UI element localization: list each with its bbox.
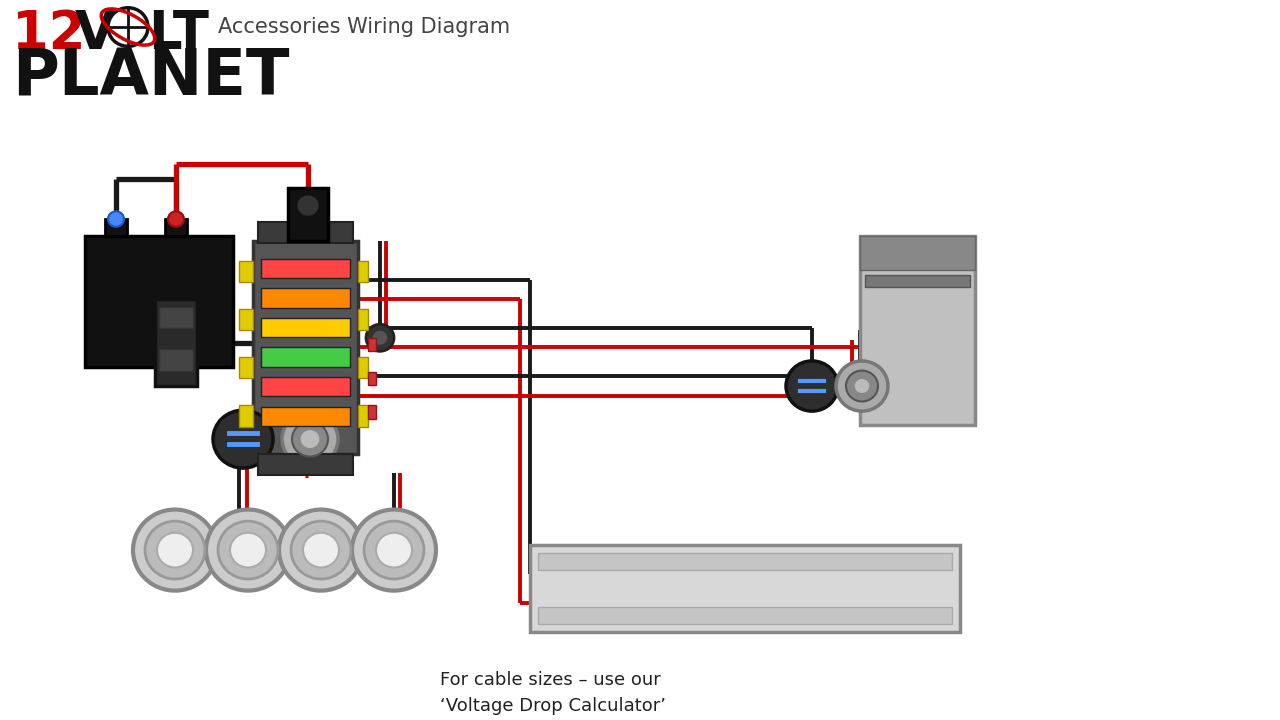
Circle shape — [230, 533, 266, 567]
Bar — [538, 553, 952, 570]
Bar — [261, 258, 349, 278]
Circle shape — [836, 361, 888, 411]
Text: V: V — [76, 8, 116, 60]
Bar — [261, 348, 349, 366]
Bar — [865, 275, 970, 287]
Bar — [369, 372, 376, 385]
Circle shape — [292, 422, 328, 456]
Bar — [253, 241, 358, 454]
Bar — [538, 607, 952, 624]
Circle shape — [372, 330, 388, 346]
Text: Accessories Wiring Diagram: Accessories Wiring Diagram — [218, 17, 511, 37]
Bar — [159, 349, 193, 371]
Circle shape — [206, 510, 291, 590]
Circle shape — [291, 521, 351, 579]
Circle shape — [846, 371, 878, 402]
Bar — [105, 219, 127, 236]
Circle shape — [366, 324, 394, 351]
Bar — [239, 261, 253, 282]
Bar — [358, 261, 369, 282]
Bar — [261, 318, 349, 337]
Circle shape — [376, 533, 412, 567]
Circle shape — [296, 194, 320, 217]
Text: LT: LT — [148, 8, 209, 60]
Circle shape — [786, 361, 838, 411]
Bar — [530, 545, 960, 632]
Circle shape — [279, 510, 364, 590]
Bar — [239, 357, 253, 378]
Bar — [259, 222, 353, 243]
Bar — [261, 377, 349, 396]
Circle shape — [303, 533, 339, 567]
Bar — [860, 236, 975, 270]
Circle shape — [145, 521, 205, 579]
Circle shape — [108, 8, 148, 46]
Bar — [261, 288, 349, 307]
Circle shape — [108, 212, 124, 227]
Circle shape — [300, 429, 320, 449]
Bar — [860, 236, 975, 425]
Bar — [369, 405, 376, 419]
Bar — [84, 236, 233, 366]
Bar — [239, 405, 253, 426]
Text: For cable sizes – use our
‘Voltage Drop Calculator’: For cable sizes – use our ‘Voltage Drop … — [440, 671, 666, 715]
Bar — [239, 309, 253, 330]
Bar — [259, 454, 353, 474]
Circle shape — [168, 212, 184, 227]
Text: 12: 12 — [12, 8, 86, 60]
Bar — [261, 407, 349, 426]
Bar — [358, 357, 369, 378]
Bar — [358, 309, 369, 330]
Circle shape — [282, 412, 338, 466]
Circle shape — [364, 521, 424, 579]
Bar — [288, 188, 328, 241]
Circle shape — [854, 378, 870, 394]
Bar — [159, 307, 193, 328]
Circle shape — [133, 510, 218, 590]
Bar — [165, 219, 187, 236]
Circle shape — [218, 521, 278, 579]
Circle shape — [157, 533, 193, 567]
Circle shape — [212, 410, 273, 468]
Circle shape — [352, 510, 436, 590]
Bar — [155, 300, 197, 386]
Bar — [358, 405, 369, 426]
Bar — [369, 338, 376, 351]
Text: PLANET: PLANET — [12, 46, 289, 108]
